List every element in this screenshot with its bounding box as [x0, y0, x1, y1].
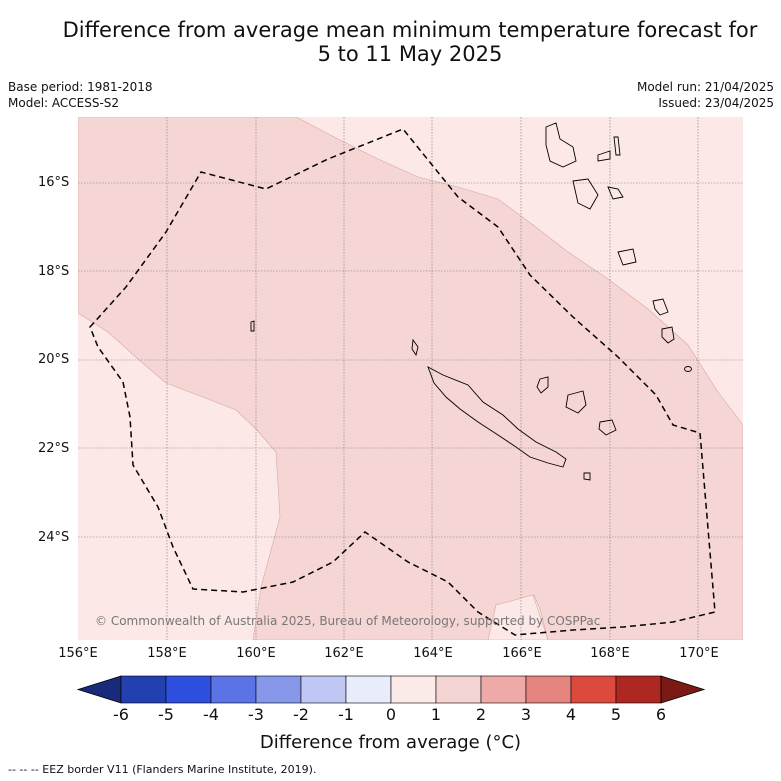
lat-label-22s: 22°S	[38, 441, 70, 456]
anomaly-patch-0-to-1	[487, 594, 549, 640]
colorbar-bin	[345, 675, 392, 704]
chesterfield-reef	[250, 320, 255, 332]
colorbar-tick: -3	[248, 705, 264, 724]
vanuatu-pentecost	[607, 186, 624, 200]
colorbar-bin	[255, 675, 302, 704]
anomaly-map	[78, 117, 743, 640]
lat-label-24s: 24°S	[38, 530, 70, 545]
model-run: Model run: 21/04/2025	[636, 80, 774, 94]
colorbar-bin	[570, 675, 617, 704]
title-line2: 5 to 11 May 2025	[317, 42, 503, 66]
issued-date: Issued: 23/04/2025	[658, 96, 774, 110]
lat-label-16s: 16°S	[38, 175, 70, 190]
colorbar-tick: -4	[203, 705, 219, 724]
colorbar-tick: 4	[565, 705, 577, 724]
vanuatu-malakula	[572, 178, 599, 210]
vanuatu-ambae	[597, 150, 611, 162]
vanuatu-erromango	[652, 298, 669, 316]
lon-label-156e: 156°E	[58, 646, 98, 661]
meta-left: Base period: 1981-2018 Model: ACCESS-S2	[8, 79, 153, 111]
colorbar-bin	[120, 675, 167, 704]
lon-label-168e: 168°E	[590, 646, 630, 661]
meta-right: Model run: 21/04/2025 Issued: 23/04/2025	[637, 79, 774, 111]
colorbar-tick: -5	[158, 705, 174, 724]
lon-label-158e: 158°E	[147, 646, 187, 661]
copyright-notice: © Commonwealth of Australia 2025, Bureau…	[95, 614, 601, 628]
loyalty-island-ouvea	[536, 376, 549, 394]
lon-label-166e: 166°E	[502, 646, 542, 661]
lon-label-162e: 162°E	[324, 646, 364, 661]
vanuatu-espiritu-santo	[545, 122, 577, 168]
new-caledonia-island	[427, 366, 567, 468]
model-name: Model: ACCESS-S2	[8, 96, 120, 110]
lon-label-164e: 164°E	[413, 646, 453, 661]
colorbar-tick: 0	[385, 705, 397, 724]
colorbar-bin	[480, 675, 527, 704]
colorbar-tick: -6	[113, 705, 129, 724]
colorbar-bin	[210, 675, 257, 704]
lon-label-170e: 170°E	[679, 646, 719, 661]
lon-label-160e: 160°E	[236, 646, 276, 661]
colorbar-extend-low	[76, 675, 122, 704]
colorbar-bin	[435, 675, 482, 704]
anomaly-region-1-to-2	[78, 117, 743, 640]
vanuatu-maewo	[613, 136, 621, 156]
vanuatu-aneityum	[684, 366, 692, 372]
belep-islands	[411, 338, 419, 357]
colorbar-title: Difference from average (°C)	[259, 732, 522, 753]
colorbar-tick: 2	[475, 705, 487, 724]
lat-label-20s: 20°S	[38, 352, 70, 367]
map-title: Difference from average mean minimum tem…	[0, 18, 781, 66]
eez-border	[89, 128, 716, 636]
vanuatu-efate	[617, 248, 637, 266]
lat-label-18s: 18°S	[38, 264, 70, 279]
colorbar-tick: 3	[520, 705, 532, 724]
vanuatu-tanna	[661, 326, 675, 344]
eez-legend-note: -- -- -- EEZ border V11 (Flanders Marine…	[8, 763, 317, 776]
colorbar-bin	[615, 675, 662, 704]
loyalty-island-mare	[598, 419, 617, 436]
loyalty-island-lifou	[565, 390, 587, 414]
colorbar-tick: -2	[293, 705, 309, 724]
isle-of-pines	[583, 472, 591, 481]
colorbar	[76, 675, 706, 704]
colorbar-tick: 1	[430, 705, 442, 724]
graticule	[78, 117, 743, 640]
colorbar-tick: 6	[655, 705, 667, 724]
title-line1: Difference from average mean minimum tem…	[62, 18, 758, 42]
colorbar-tick: 5	[610, 705, 622, 724]
base-period: Base period: 1981-2018	[8, 80, 153, 94]
map-panel	[78, 117, 743, 640]
colorbar-tick: -1	[338, 705, 354, 724]
colorbar-extend-high	[660, 675, 706, 704]
colorbar-bin	[300, 675, 347, 704]
colorbar-bin	[165, 675, 212, 704]
colorbar-bin	[390, 675, 437, 704]
colorbar-bin	[525, 675, 572, 704]
